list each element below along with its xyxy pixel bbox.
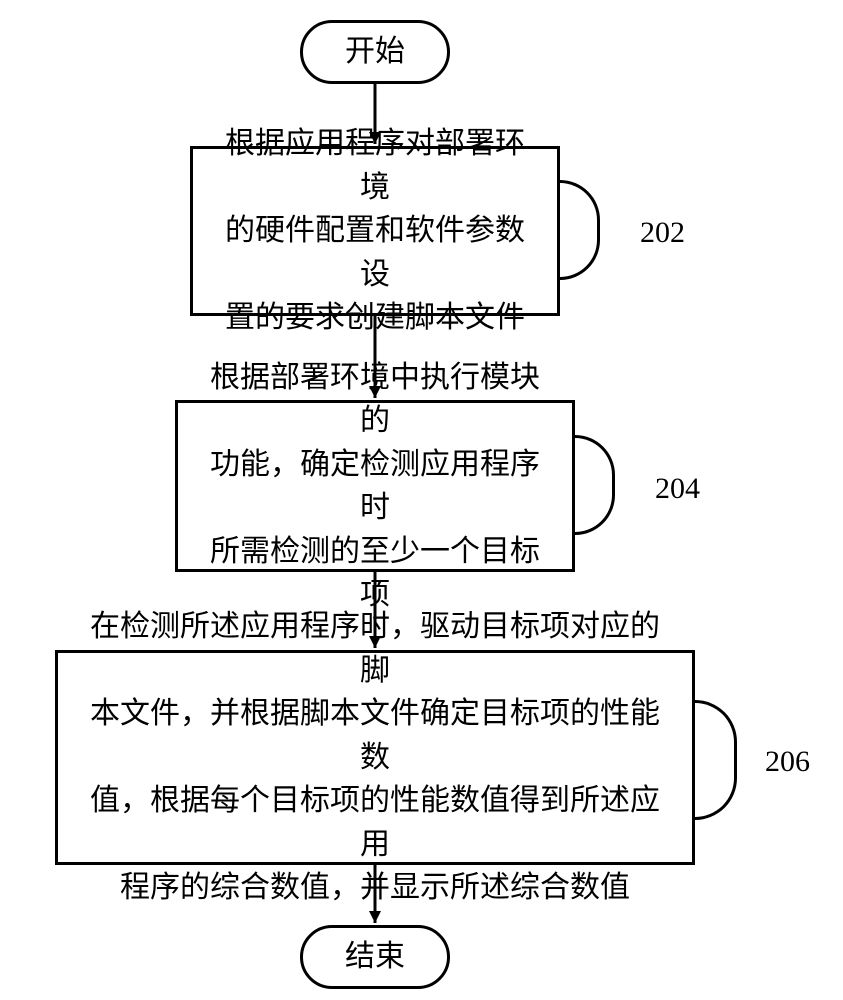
- start-terminator: 开始: [300, 20, 450, 84]
- process-202: 根据应用程序对部署环境 的硬件配置和软件参数设 置的要求创建脚本文件: [190, 146, 560, 316]
- flowchart-canvas: 开始 根据应用程序对部署环境 的硬件配置和软件参数设 置的要求创建脚本文件 20…: [0, 0, 843, 1000]
- process-204: 根据部署环境中执行模块的 功能，确定检测应用程序时 所需检测的至少一个目标项: [175, 400, 575, 572]
- process-206: 在检测所述应用程序时，驱动目标项对应的脚 本文件，并根据脚本文件确定目标项的性能…: [55, 650, 695, 865]
- end-terminator: 结束: [300, 925, 450, 989]
- label-206: 206: [765, 745, 810, 779]
- process-204-text: 根据部署环境中执行模块的 功能，确定检测应用程序时 所需检测的至少一个目标项: [206, 356, 544, 617]
- end-label: 结束: [345, 942, 405, 972]
- bracket-202: [560, 180, 600, 280]
- process-202-text: 根据应用程序对部署环境 的硬件配置和软件参数设 置的要求创建脚本文件: [221, 122, 529, 340]
- label-202: 202: [640, 216, 685, 250]
- process-206-text: 在检测所述应用程序时，驱动目标项对应的脚 本文件，并根据脚本文件确定目标项的性能…: [86, 605, 664, 910]
- bracket-206: [695, 700, 737, 820]
- start-label: 开始: [345, 37, 405, 67]
- label-204: 204: [655, 472, 700, 506]
- bracket-204: [575, 435, 615, 535]
